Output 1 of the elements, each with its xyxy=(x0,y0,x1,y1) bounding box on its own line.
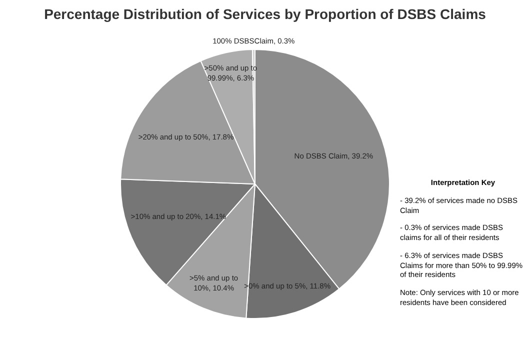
chart-title: Percentage Distribution of Services by Proportion of DSBS Claims xyxy=(43,6,487,22)
